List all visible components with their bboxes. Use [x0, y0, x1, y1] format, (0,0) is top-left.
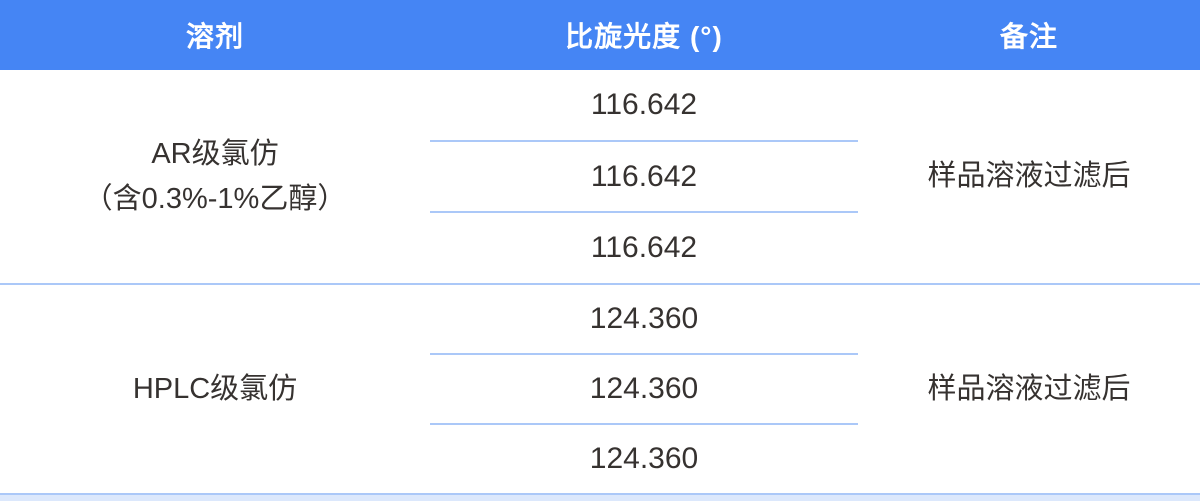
column-header-remark: 备注	[999, 21, 1058, 52]
rotation-value: 116.642	[430, 142, 858, 214]
remark-cell: 样品溶液过滤后	[927, 372, 1131, 405]
rotation-value: 116.642	[590, 231, 698, 265]
column-header-solvent: 溶剂	[185, 21, 244, 52]
solvent-note: （含0.3%-1%乙醇）	[83, 182, 347, 215]
table-header-row: 溶剂 比旋光度 (°) 备注	[0, 0, 1200, 70]
table-row-ar-chloroform: AR级氯仿 （含0.3%-1%乙醇） 116.642 116.642 116.6…	[0, 70, 1200, 285]
rotation-value: 124.360	[430, 355, 858, 425]
rotation-values-cell: 116.642 116.642 116.642	[430, 70, 858, 283]
solvent-cell: AR级氯仿 （含0.3%-1%乙醇）	[0, 70, 430, 283]
table-row-hplc-chloroform: HPLC级氯仿 124.360 124.360 124.360 样品溶液过滤后	[0, 285, 1200, 495]
column-header-rotation: 比旋光度 (°)	[565, 21, 723, 52]
solvent-cell: HPLC级氯仿	[0, 285, 430, 493]
table-bottom-edge	[0, 495, 1200, 501]
rotation-value: 124.360	[589, 442, 699, 475]
rotation-values-cell: 124.360 124.360 124.360	[430, 285, 858, 493]
remark-cell: 样品溶液过滤后	[927, 160, 1131, 193]
rotation-value: 124.360	[430, 285, 858, 355]
solvent-name: HPLC级氯仿	[132, 372, 298, 405]
solvent-name: AR级氯仿	[151, 137, 279, 170]
rotation-value: 116.642	[430, 70, 858, 142]
